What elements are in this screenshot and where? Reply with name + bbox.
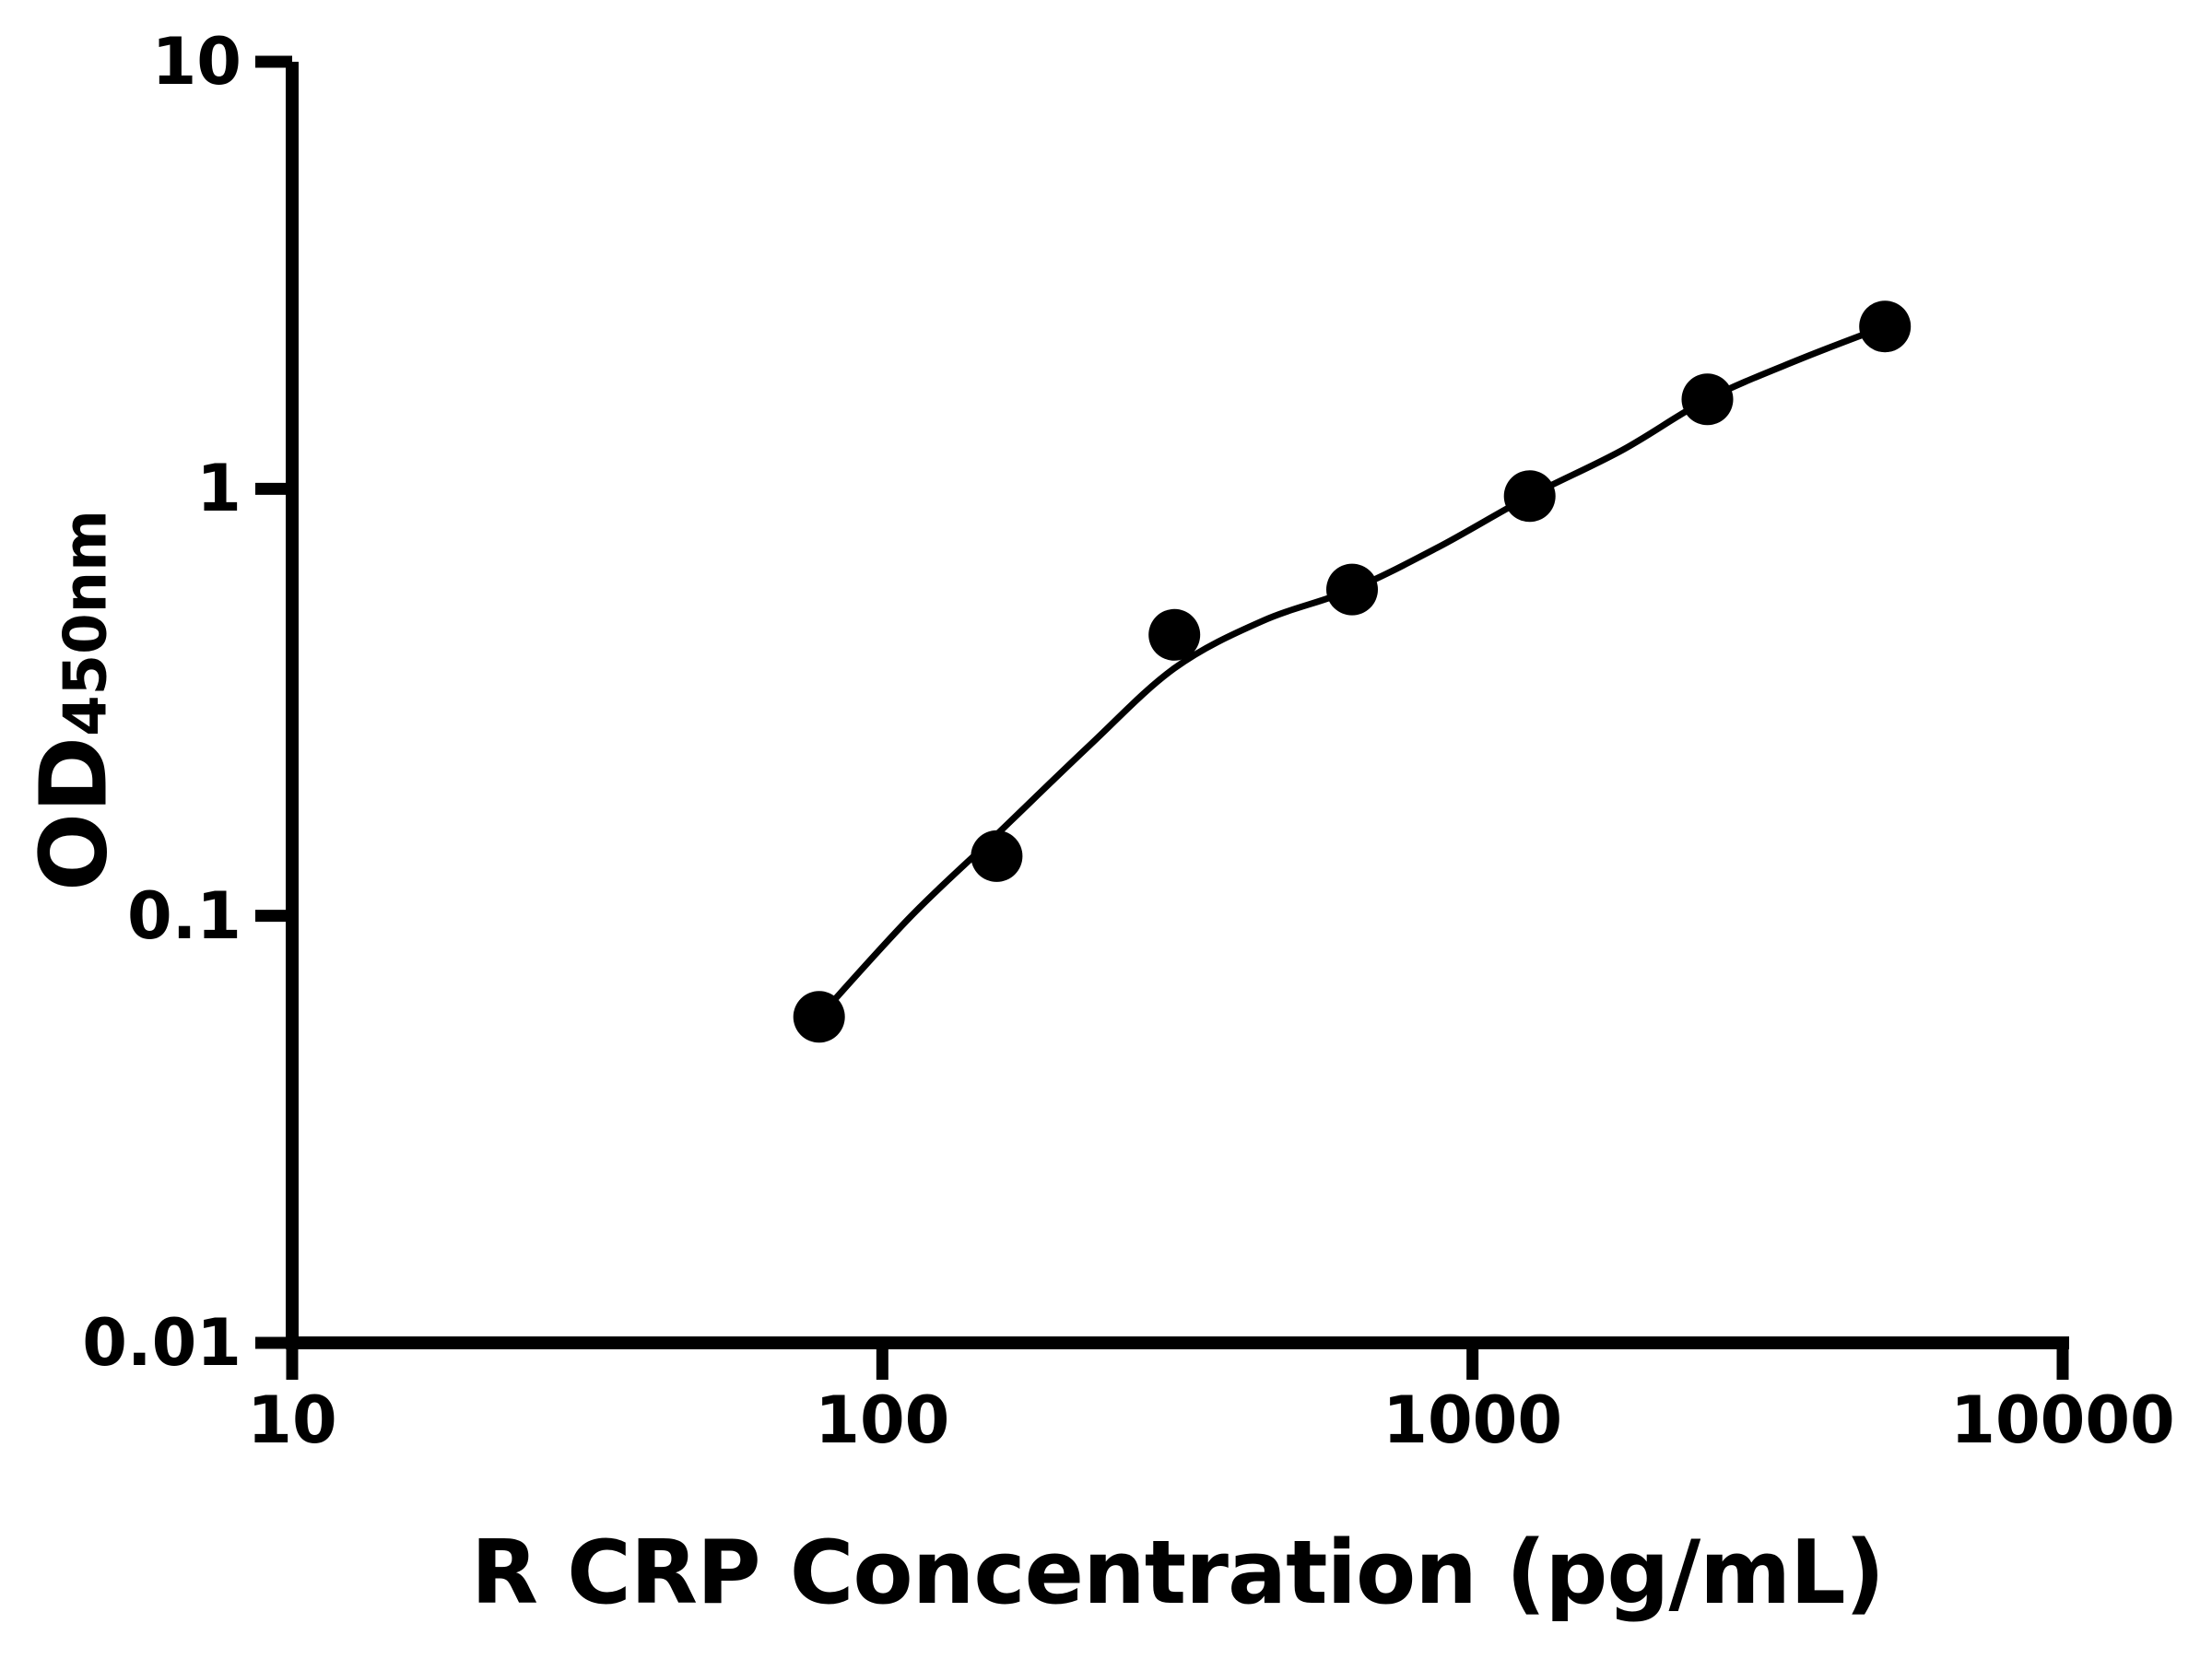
data-point-marker <box>793 991 845 1043</box>
y-tick-label: 10 <box>151 24 241 100</box>
fit-curve-line <box>816 323 1888 1020</box>
data-point-marker <box>1681 373 1734 426</box>
y-tick-label: 1 <box>196 451 241 527</box>
data-point-marker <box>1859 300 1912 353</box>
data-point-marker <box>1503 470 1556 523</box>
y-tick-label: 0.01 <box>82 1305 241 1381</box>
x-tick-label: 10000 <box>1950 1382 2175 1458</box>
y-axis-title-subscript: 450nm <box>52 510 121 736</box>
y-axis-title: OD450nm <box>20 510 128 891</box>
x-axis-title: R CRP Concentration (pg/mL) <box>470 1523 1885 1624</box>
data-point-marker <box>971 830 1023 882</box>
y-axis-title-main: OD <box>19 735 128 891</box>
y-tick-label: 0.1 <box>126 877 241 954</box>
x-tick-label: 100 <box>815 1382 950 1458</box>
x-tick-label: 1000 <box>1382 1382 1563 1458</box>
data-point-marker <box>1148 608 1201 661</box>
x-tick-label: 10 <box>247 1382 337 1458</box>
data-point-marker <box>1326 563 1378 616</box>
